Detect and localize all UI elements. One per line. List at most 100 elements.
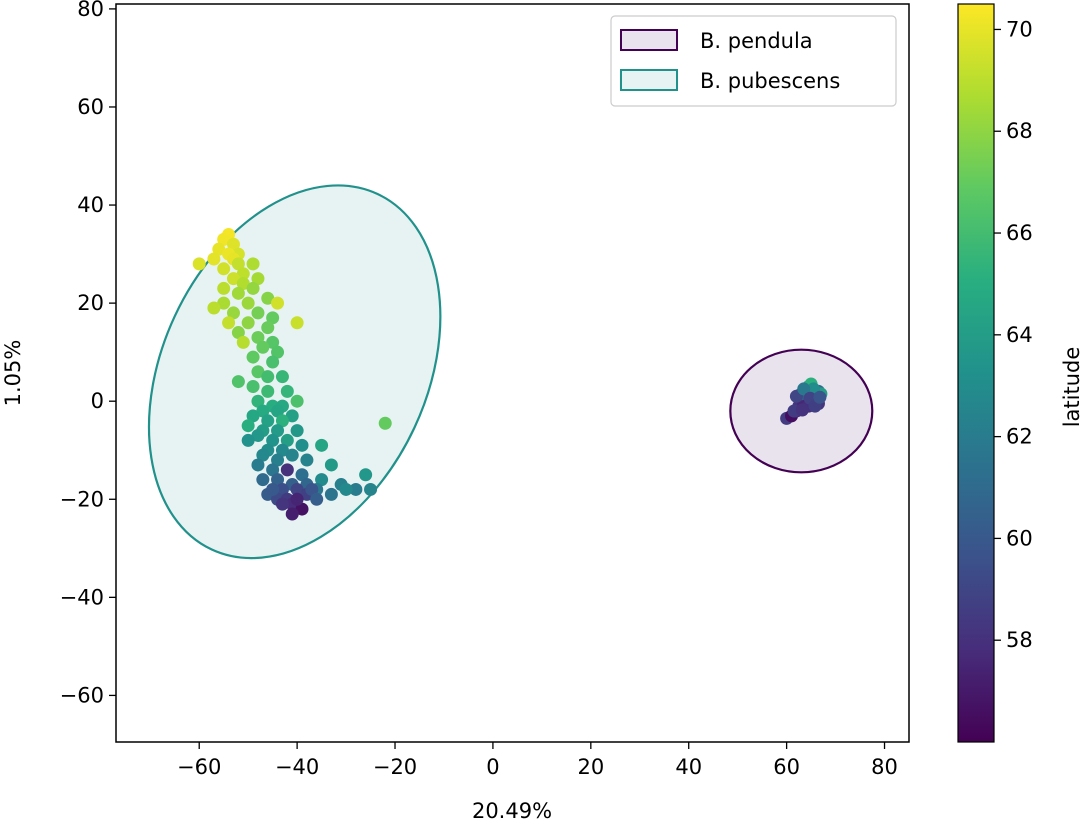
scatter-point xyxy=(290,394,304,408)
scatter-point xyxy=(295,438,309,452)
y-tick-label: 0 xyxy=(91,389,104,413)
colorbar-tick-label: 58 xyxy=(1006,628,1033,652)
scatter-point xyxy=(256,448,270,462)
scatter-point xyxy=(241,419,255,433)
axis-ticks: −60 −40 −20 0 20 40 60 80 −60 −40 −20 0 20 40 60 80 xyxy=(60,0,898,779)
scatter-point xyxy=(251,458,265,472)
scatter-point xyxy=(212,242,226,256)
scatter-point xyxy=(256,340,270,354)
legend-label-b-pendula: B. pendula xyxy=(700,29,813,53)
scatter-point xyxy=(290,492,304,506)
scatter-point xyxy=(275,370,289,384)
x-tick-label: 40 xyxy=(675,755,702,779)
y-tick-label: 80 xyxy=(77,0,104,21)
x-tick-label: −60 xyxy=(177,755,221,779)
scatter-point xyxy=(280,384,294,398)
scatter-point xyxy=(241,316,255,330)
scatter-point xyxy=(231,286,245,300)
scatter-point xyxy=(266,433,280,447)
scatter-point xyxy=(251,272,265,286)
scatter-point xyxy=(266,355,280,369)
y-tick-label: −20 xyxy=(60,487,104,511)
colorbar-gradient xyxy=(957,3,995,743)
scatter-point xyxy=(261,414,275,428)
scatter-point xyxy=(266,463,280,477)
scatter-point xyxy=(246,379,260,393)
x-tick-label: 20 xyxy=(577,755,604,779)
scatter-point xyxy=(226,237,240,251)
scatter-point xyxy=(256,473,270,487)
scatter-point xyxy=(324,487,338,501)
colorbar-tick-label: 64 xyxy=(1006,323,1033,347)
scatter-point xyxy=(295,468,309,482)
scatter-point xyxy=(271,296,285,310)
scatter-point xyxy=(231,375,245,389)
scatter-point xyxy=(280,463,294,477)
scatter-point xyxy=(315,438,329,452)
scatter-point xyxy=(261,384,275,398)
scatter-point xyxy=(324,458,338,472)
plot-frame xyxy=(115,3,910,743)
scatter-point xyxy=(339,482,353,496)
scatter-point xyxy=(290,316,304,330)
legend-swatch-b-pubescens xyxy=(620,69,678,91)
legend-frame xyxy=(610,15,897,107)
scatter-point xyxy=(359,468,373,482)
scatter-point xyxy=(246,409,260,423)
colorbar-tick-label: 68 xyxy=(1006,119,1033,143)
scatter-point xyxy=(275,497,289,511)
scatter-point xyxy=(236,277,250,291)
scatter-points xyxy=(192,227,828,521)
colorbar-tick-label: 62 xyxy=(1006,425,1033,449)
scatter-point xyxy=(261,321,275,335)
scatter-point xyxy=(217,296,231,310)
x-tick-label: −20 xyxy=(373,755,417,779)
scatter-point xyxy=(378,416,392,430)
colorbar-tick-label: 66 xyxy=(1006,221,1033,245)
y-tick-label: 20 xyxy=(77,291,104,315)
x-tick-label: 60 xyxy=(773,755,800,779)
scatter-point xyxy=(246,257,260,271)
confidence-ellipses xyxy=(147,184,874,560)
scatter-point xyxy=(300,453,314,467)
scatter-point xyxy=(310,492,324,506)
scatter-point xyxy=(217,281,231,295)
scatter-point xyxy=(231,326,245,340)
scatter-point xyxy=(349,482,363,496)
scatter-point xyxy=(207,252,221,266)
scatter-point xyxy=(295,502,309,516)
colorbar-label: latitude xyxy=(1060,347,1084,428)
scatter-point xyxy=(261,370,275,384)
scatter-point xyxy=(275,414,289,428)
legend-label-b-pubescens: B. pubescens xyxy=(700,69,840,93)
scatter-point xyxy=(266,482,280,496)
legend: B. pendula B. pubescens xyxy=(610,15,897,107)
scatter-point xyxy=(271,473,285,487)
scatter-point xyxy=(290,482,304,496)
scatter-point xyxy=(261,291,275,305)
scatter-point xyxy=(285,409,299,423)
scatter-point xyxy=(315,473,329,487)
scatter-point xyxy=(275,482,289,496)
scatter-point xyxy=(271,453,285,467)
scatter-point xyxy=(251,394,265,408)
scatter-point xyxy=(364,482,378,496)
scatter-point xyxy=(246,350,260,364)
legend-swatch-b-pendula xyxy=(620,29,678,51)
scatter-point xyxy=(266,311,280,325)
scatter-point xyxy=(256,404,270,418)
scatter-point xyxy=(285,448,299,462)
scatter-point xyxy=(251,330,265,344)
scatter-point xyxy=(251,306,265,320)
scatter-point xyxy=(217,262,231,276)
scatter-point xyxy=(305,482,319,496)
y-tick-label: 60 xyxy=(77,95,104,119)
scatter-point xyxy=(266,335,280,349)
scatter-point xyxy=(241,296,255,310)
y-tick-label: 40 xyxy=(77,193,104,217)
scatter-point xyxy=(797,382,811,396)
y-tick-label: −40 xyxy=(60,585,104,609)
scatter-point xyxy=(241,433,255,447)
y-axis-label: 1.05% xyxy=(1,340,25,407)
